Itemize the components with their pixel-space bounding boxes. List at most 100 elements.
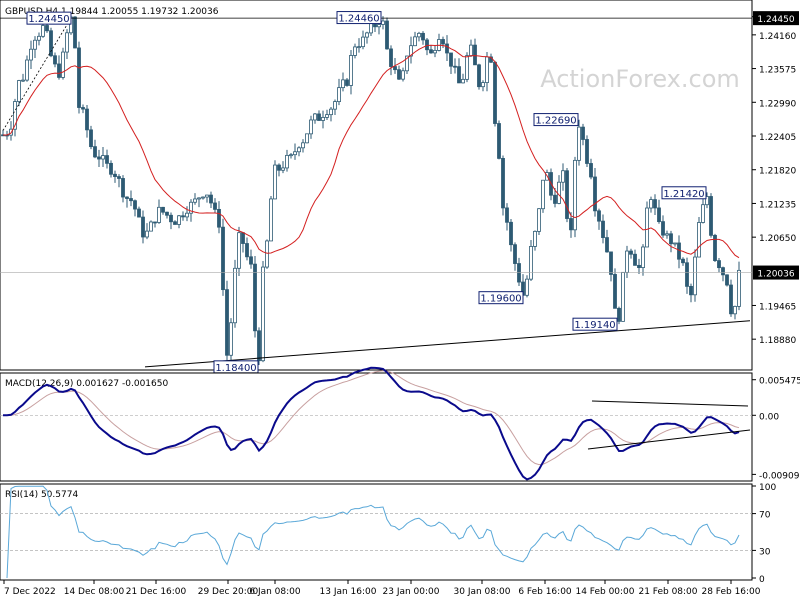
candle-body: [57, 63, 61, 78]
candle-body: [285, 154, 289, 169]
candle-body: [157, 206, 161, 223]
candle-body: [421, 32, 425, 41]
candle-body: [241, 232, 245, 244]
candle-body: [393, 66, 397, 71]
watermark: ActionForex.com: [540, 65, 740, 93]
candle-body: [289, 154, 293, 157]
candle-body: [177, 215, 181, 225]
candle-body: [481, 82, 485, 88]
time-axis-label: 30 Jan 08:00: [454, 587, 511, 597]
candle-body: [513, 244, 517, 264]
rising-trendline: [144, 320, 751, 368]
price-annotation-label: 1.24460: [338, 14, 379, 25]
candle-body: [725, 274, 729, 286]
macd-upper-triangle-line: [591, 400, 749, 407]
candle-body: [89, 129, 93, 148]
macd-axis-label: -0.00909: [759, 471, 800, 481]
candle-body: [645, 207, 649, 248]
candle-body: [357, 46, 361, 49]
candle-body: [581, 126, 585, 140]
macd-main-line: [3, 366, 740, 481]
candle-body: [501, 158, 505, 209]
candle-body: [249, 256, 253, 265]
candle-body: [469, 44, 473, 57]
candle-body: [441, 39, 445, 45]
candle-body: [329, 108, 333, 116]
candle-body: [161, 206, 165, 213]
candle-body: [497, 123, 501, 159]
candle-body: [593, 176, 597, 212]
candle-body: [25, 59, 29, 81]
candle-body: [529, 246, 533, 280]
candle-body: [397, 69, 401, 80]
candle-body: [345, 79, 349, 86]
candle-body: [129, 198, 133, 202]
candle-body: [713, 234, 717, 261]
candle-body: [673, 242, 677, 245]
candle-body: [317, 113, 321, 121]
time-axis-label: 13 Jan 16:00: [320, 587, 377, 597]
candle-body: [181, 215, 185, 218]
candle-body: [729, 284, 733, 315]
candle-body: [149, 221, 153, 232]
macd-axis: 0.005475 0.00 -0.00909: [752, 377, 800, 481]
time-axis-label: 14 Dec 08:00: [64, 587, 125, 597]
candle-body: [457, 66, 461, 84]
candle-body: [229, 322, 233, 356]
candle-body: [629, 250, 633, 255]
candle-body: [237, 232, 241, 269]
price-axis-label: 1.21235: [759, 200, 796, 210]
price-annotation-box: [533, 113, 579, 127]
dashed-trend-line: [2, 17, 72, 131]
rsi-axis-label: 0: [759, 575, 765, 585]
candle-body: [353, 46, 357, 56]
macd-axis-label: 0.00: [759, 412, 779, 422]
candle-body: [337, 87, 341, 103]
candle-body: [577, 126, 581, 161]
macd-axis-label: 0.005475: [759, 377, 800, 387]
price-axis-label: 1.22405: [759, 133, 796, 143]
candle-body: [417, 32, 421, 38]
candle-body: [97, 156, 101, 160]
price-annotation-label: 1.19140: [574, 320, 615, 331]
candle-body: [305, 133, 309, 144]
macd-pane-title: MACD(12,26,9) 0.001627 -0.001650: [5, 379, 168, 389]
candle-body: [173, 221, 177, 225]
candle-body: [601, 220, 605, 238]
macd-pane-frame: [0, 372, 753, 482]
candle-body: [721, 267, 725, 276]
candle-body: [377, 24, 381, 28]
price-tag-box: [753, 265, 799, 280]
candle-body: [77, 47, 81, 108]
candle-body: [153, 221, 157, 224]
candle-body: [333, 101, 337, 110]
price-annotation-box: [478, 291, 524, 305]
candle-body: [269, 198, 273, 242]
candle-body: [681, 258, 685, 264]
time-axis-label: 6 Jan 08:00: [249, 587, 301, 597]
price-tag-label: 1.24450: [757, 15, 794, 25]
moving-average-line: [3, 44, 740, 259]
time-axis-label: 28 Feb 16:00: [701, 587, 760, 597]
candle-body: [105, 155, 109, 164]
price-annotation-label: 1.18400: [215, 363, 256, 374]
candle-body: [221, 226, 225, 291]
candle-body: [553, 194, 557, 204]
candle-body: [61, 51, 65, 78]
candle-body: [637, 264, 641, 269]
time-axis-label: 14 Feb 00:00: [575, 587, 634, 597]
candle-body: [405, 55, 409, 72]
candle-body: [413, 36, 417, 47]
price-annotation-label: 1.22690: [535, 116, 576, 127]
price-annotation-label: 1.21420: [663, 189, 704, 200]
price-annotations: 1.24450 1.24460 1.18400 1.22690 1.19600 1.214…: [26, 11, 707, 374]
time-axis-label: 29 Dec 20:00: [198, 587, 259, 597]
candle-body: [349, 55, 353, 86]
candle-body: [641, 246, 645, 269]
candle-body: [73, 16, 77, 49]
candle-body: [401, 70, 405, 80]
price-axis: 1.244751.241601.235751.229901.224051.218…: [752, 11, 799, 346]
rsi-axis-label: 30: [759, 547, 771, 557]
candle-body: [297, 147, 301, 153]
